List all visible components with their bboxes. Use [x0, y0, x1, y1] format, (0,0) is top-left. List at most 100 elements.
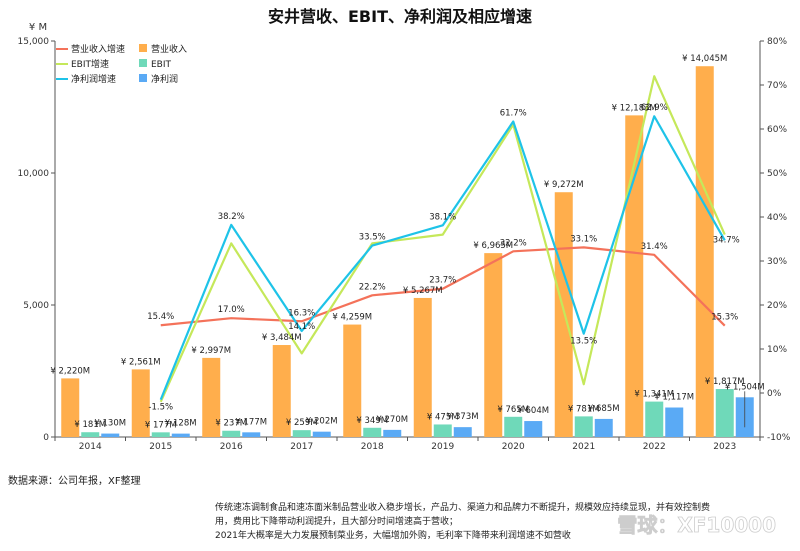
bar-value-label: ¥ 349M — [356, 416, 388, 426]
growth-value-label: 22.2% — [359, 282, 386, 292]
bar-value-label: ¥ 9,272M — [544, 180, 584, 190]
right-axis-tick-label: 10% — [767, 345, 787, 355]
bar-净利润 — [594, 418, 613, 437]
bar-value-label: ¥ 3,484M — [262, 333, 302, 343]
legend-label: 净利润 — [151, 73, 178, 85]
growth-lines — [159, 75, 726, 403]
line-EBIT增速 — [159, 75, 726, 403]
bar-营业收入 — [202, 357, 221, 437]
growth-value-label: 38.1% — [429, 212, 456, 222]
x-axis-tick-label: 2023 — [713, 442, 736, 452]
bar-value-label: ¥ 1,817M — [705, 377, 745, 387]
bar-value-label: ¥ 270M — [376, 415, 408, 425]
bar-净利润 — [524, 421, 543, 437]
note-line-3: 2021年大概率是大力发展预制菜业务，大幅增加外购，毛利率下降带来利润增速不如营… — [215, 529, 571, 541]
bar-value-label: ¥ 177M — [235, 417, 267, 427]
bar-value-label: ¥ 6,965M — [473, 241, 513, 251]
growth-value-label: 38.2% — [218, 212, 245, 222]
growth-value-label: 15.3% — [711, 313, 738, 323]
x-axis-tick-label: 2017 — [290, 442, 313, 452]
growth-value-label: 17.0% — [218, 305, 245, 315]
bar-value-label: ¥ 2,561M — [121, 357, 161, 367]
bar-营业收入 — [484, 253, 503, 437]
bar-value-label: ¥ 128M — [165, 419, 197, 429]
x-axis-tick-label: 2021 — [572, 442, 595, 452]
bar-EBIT — [504, 416, 523, 437]
data-labels: ¥ 2,220M ¥ 2,561M ¥ 2,997M ¥ 3,484M ¥ 4,259M… — [50, 54, 764, 430]
bar-value-label: ¥ 765M — [497, 405, 529, 415]
right-axis-tick-label: 30% — [767, 257, 787, 267]
note-line-2: 用，费用比下降带动利润提升，且大部分时间增速高于营收； — [215, 515, 458, 527]
left-axis-tick-label: 15,000 — [18, 37, 50, 47]
bar-营业收入 — [343, 324, 362, 437]
line-营业收入增速 — [160, 246, 726, 327]
bar-value-label: ¥ 2,997M — [191, 346, 231, 356]
bar-EBIT — [433, 424, 452, 437]
growth-value-label: 14.1% — [288, 322, 315, 332]
bar-EBIT — [151, 432, 170, 437]
line-净利润增速 — [159, 115, 726, 401]
right-axis-tick-label: 60% — [767, 125, 787, 135]
bar-value-label: ¥ 12,183M — [612, 103, 657, 113]
legend: 营业收入增速 营业收入 EBIT增速 EBIT 净利润增速 净利润 — [56, 43, 187, 85]
x-axis-tick-label: 2022 — [643, 442, 666, 452]
bar-value-label: ¥ 130M — [94, 419, 126, 429]
legend-swatch-box — [139, 74, 147, 82]
right-axis-tick-label: 80% — [767, 37, 787, 47]
bar-净利润 — [665, 407, 684, 437]
bar-净利润 — [171, 433, 190, 437]
bar-EBIT — [81, 432, 100, 437]
bar-EBIT — [715, 389, 734, 437]
bar-value-label: ¥ 1,341M — [634, 390, 674, 400]
bar-value-label: ¥ 685M — [588, 404, 620, 414]
bar-value-label: ¥ 5,267M — [403, 286, 443, 296]
growth-value-label: 16.3% — [288, 308, 315, 318]
x-axis-tick-label: 2014 — [79, 442, 102, 452]
bar-value-label: ¥ 475M — [427, 412, 459, 422]
legend-label: 净利润增速 — [71, 73, 116, 85]
right-axis-tick-label: 0% — [767, 389, 782, 399]
growth-value-label: 33.1% — [570, 234, 597, 244]
left-axis-tick-label: 5,000 — [23, 301, 49, 311]
growth-value-label: 32.2% — [500, 238, 527, 248]
bar-EBIT — [363, 427, 382, 437]
bar-value-label: ¥ 373M — [447, 412, 479, 422]
growth-value-label: 15.4% — [147, 312, 174, 322]
legend-swatch-box — [139, 44, 147, 52]
legend-label: 营业收入 — [151, 43, 187, 55]
bar-净利润 — [312, 431, 331, 437]
right-axis-tick-label: -10% — [767, 433, 791, 443]
bar-EBIT — [222, 430, 241, 437]
bar-EBIT — [645, 401, 664, 437]
growth-value-label: 62.9% — [641, 103, 668, 113]
x-axis-tick-label: 2018 — [361, 442, 384, 452]
right-axis-tick-label: 20% — [767, 301, 787, 311]
bar-value-label: ¥ 14,045M — [682, 54, 727, 64]
bar-EBIT — [574, 416, 593, 437]
bar-value-label: ¥ 177M — [145, 420, 177, 430]
growth-value-label: 31.4% — [641, 242, 668, 252]
bar-营业收入 — [272, 345, 291, 437]
bar-value-label: ¥ 202M — [306, 417, 338, 427]
left-axis-tick-label: 10,000 — [18, 169, 50, 179]
legend-label: EBIT增速 — [71, 58, 109, 70]
growth-value-label: 13.5% — [570, 337, 597, 347]
bar-value-label: ¥ 4,259M — [332, 313, 372, 323]
bar-净利润 — [383, 429, 402, 437]
bar-value-label: ¥ 2,220M — [50, 366, 90, 376]
note-line-1: 传统速冻调制食品和速冻面米制品营业收入稳步增长，产品力、渠道力和品牌力不断提升，… — [215, 501, 710, 513]
bar-EBIT — [292, 430, 311, 437]
legend-swatch-box — [139, 59, 147, 67]
watermark: 雪球：XF10000 — [617, 513, 776, 537]
bar-value-label: ¥ 604M — [517, 406, 549, 416]
bar-value-label: ¥ 1,117M — [654, 393, 694, 403]
bar-value-label: ¥ 237M — [215, 419, 247, 429]
right-axis-tick-label: 70% — [767, 81, 787, 91]
right-axis-tick-label: 50% — [767, 169, 787, 179]
growth-value-label: 33.5% — [359, 233, 386, 243]
left-axis-unit: ¥ M — [29, 22, 47, 33]
right-axis-tick-label: 40% — [767, 213, 787, 223]
bar-净利润 — [453, 427, 472, 437]
bar-value-label: ¥ 1,504M — [725, 382, 765, 392]
